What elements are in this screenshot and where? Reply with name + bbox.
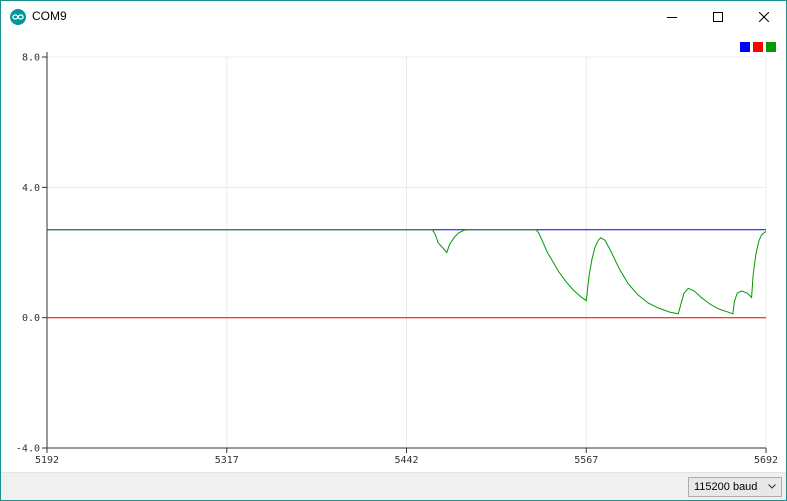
x-tick-label: 5192	[35, 455, 59, 466]
arduino-infinity-icon	[10, 9, 26, 25]
legend-swatch-2	[766, 42, 776, 52]
minimize-icon	[667, 16, 677, 18]
maximize-button[interactable]	[695, 1, 741, 32]
x-tick-label: 5317	[215, 455, 239, 466]
legend-swatch-1	[753, 42, 763, 52]
title-bar[interactable]: COM9	[1, 1, 786, 32]
series-line-2	[47, 229, 767, 315]
y-tick-label: 0.0	[22, 313, 40, 324]
window-title: COM9	[32, 9, 67, 23]
chevron-down-icon	[768, 484, 776, 489]
baud-rate-select[interactable]: 115200 baud	[688, 477, 782, 497]
x-tick-label: 5692	[754, 455, 778, 466]
maximize-icon	[713, 11, 723, 22]
plot-area: 8.0 4.0 0.0 -4.0 5192 5317 5442 5567 5692	[1, 32, 786, 472]
x-tick-label: 5567	[574, 455, 598, 466]
y-tick-label: -4.0	[16, 444, 40, 455]
close-button[interactable]	[741, 1, 786, 32]
legend-swatch-0	[740, 42, 750, 52]
status-bar: 115200 baud	[1, 472, 786, 500]
minimize-button[interactable]	[649, 1, 695, 32]
y-tick-label: 4.0	[22, 183, 40, 194]
y-tick-label: 8.0	[22, 53, 40, 64]
baud-rate-value: 115200 baud	[694, 481, 758, 493]
close-icon	[759, 11, 769, 22]
x-tick-label: 5442	[394, 455, 418, 466]
